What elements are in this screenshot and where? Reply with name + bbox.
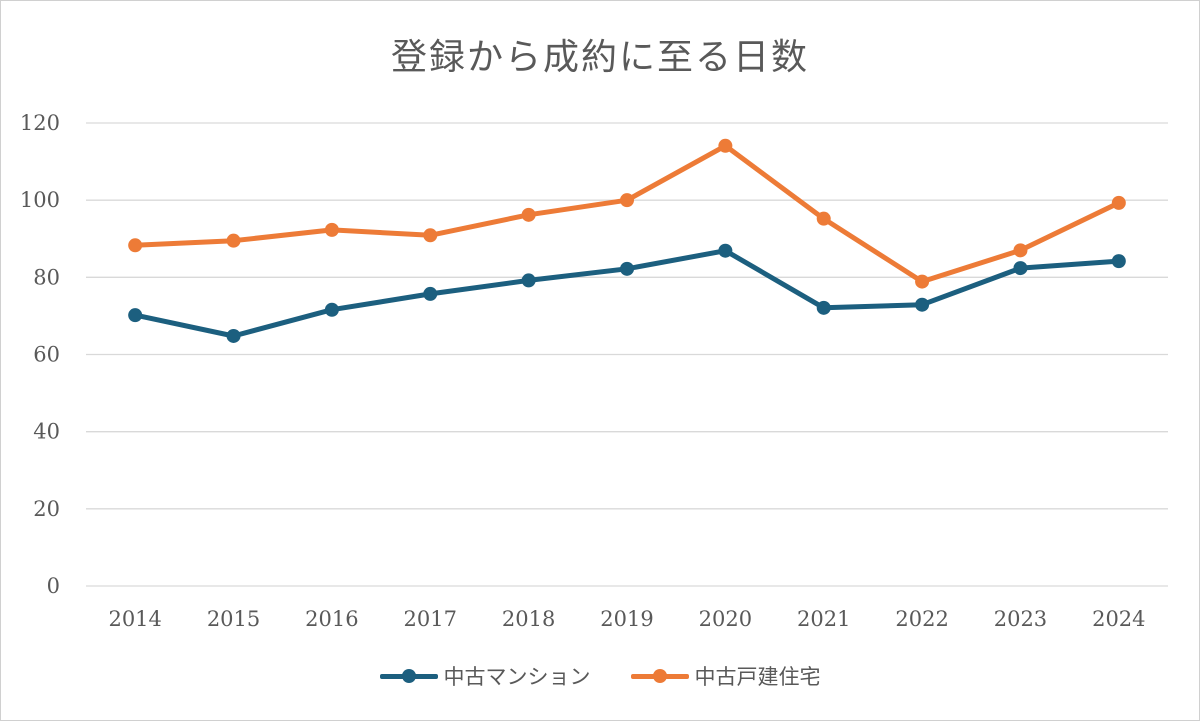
x-tick-label: 2022 (895, 607, 948, 631)
x-tick-label: 2024 (1092, 607, 1145, 631)
data-point[interactable] (915, 274, 930, 289)
data-point[interactable] (423, 228, 438, 243)
y-tick-label: 0 (47, 574, 60, 598)
legend-swatch-house (630, 666, 689, 686)
legend-swatch-mansion (379, 666, 438, 686)
chart-title: 登録から成約に至る日数 (390, 37, 809, 78)
series-line-1 (132, 143, 1122, 285)
data-point[interactable] (1111, 254, 1126, 269)
data-point[interactable] (1013, 261, 1028, 276)
x-tick-label: 2020 (699, 607, 752, 631)
legend-label-mansion: 中古マンション (443, 665, 591, 689)
data-point[interactable] (1111, 195, 1126, 210)
y-tick-label: 100 (20, 188, 60, 212)
y-axis-ticks: 0 20 40 60 80 100 120 (20, 111, 60, 598)
data-point[interactable] (128, 238, 143, 253)
gridlines (86, 122, 1168, 587)
x-tick-label: 2015 (207, 607, 260, 631)
x-axis-ticks: 2014 2015 2016 2017 2018 2019 2020 2021 2022 2023… (108, 607, 1145, 631)
x-tick-label: 2014 (108, 607, 161, 631)
y-tick-label: 20 (33, 497, 60, 521)
data-point[interactable] (718, 138, 733, 153)
x-tick-label: 2016 (305, 607, 358, 631)
data-point[interactable] (226, 328, 241, 343)
data-point[interactable] (226, 233, 241, 248)
data-point[interactable] (915, 297, 930, 312)
data-point[interactable] (521, 207, 536, 222)
legend-item-house[interactable]: 中古戸建住宅 (630, 661, 821, 691)
x-tick-label: 2021 (797, 607, 850, 631)
y-tick-label: 80 (33, 265, 60, 289)
data-point[interactable] (423, 286, 438, 301)
data-point[interactable] (128, 308, 143, 323)
data-point[interactable] (816, 211, 831, 226)
x-tick-label: 2017 (404, 607, 457, 631)
x-tick-label: 2023 (994, 607, 1047, 631)
data-point[interactable] (324, 222, 339, 237)
data-point[interactable] (1013, 243, 1028, 258)
series-lines (132, 143, 1122, 339)
data-point[interactable] (324, 302, 339, 317)
legend-item-mansion[interactable]: 中古マンション (379, 661, 591, 691)
y-tick-label: 60 (33, 343, 60, 367)
data-point[interactable] (620, 193, 634, 208)
legend-label-house: 中古戸建住宅 (694, 665, 821, 689)
data-point[interactable] (521, 273, 536, 288)
x-tick-label: 2019 (600, 607, 653, 631)
data-point[interactable] (718, 243, 733, 258)
data-point[interactable] (816, 300, 831, 315)
data-point[interactable] (620, 261, 634, 276)
y-tick-label: 40 (33, 420, 60, 444)
legend: 中古マンション 中古戸建住宅 (0, 656, 1200, 696)
y-tick-label: 120 (20, 111, 60, 135)
series-points (128, 138, 1126, 343)
x-tick-label: 2018 (502, 607, 555, 631)
